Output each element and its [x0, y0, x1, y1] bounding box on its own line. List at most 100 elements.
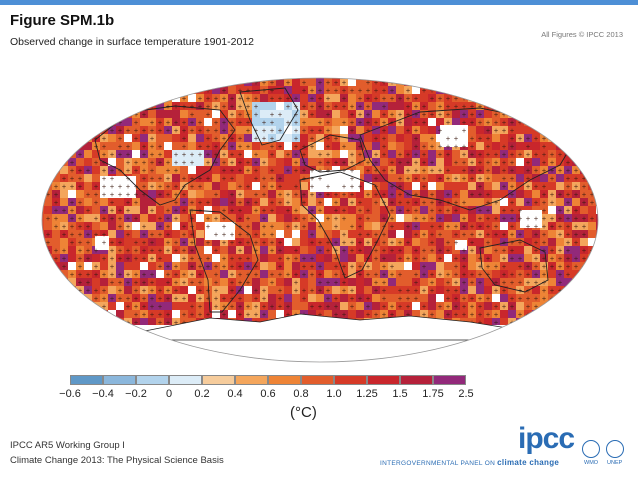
anomaly-cell	[596, 78, 598, 86]
anomaly-cell	[420, 118, 428, 126]
anomaly-cell	[492, 254, 500, 262]
anomaly-cell	[268, 270, 276, 278]
significance-mark: +	[349, 304, 354, 311]
anomaly-cell	[316, 94, 324, 102]
significance-mark: +	[181, 296, 186, 303]
anomaly-cell	[388, 150, 396, 158]
anomaly-cell	[436, 174, 444, 182]
anomaly-cell	[340, 142, 348, 150]
anomaly-cell	[532, 182, 540, 190]
significance-mark: +	[413, 112, 418, 119]
anomaly-cell	[348, 110, 356, 118]
significance-mark: +	[573, 192, 578, 199]
anomaly-cell	[124, 102, 132, 110]
anomaly-cell	[188, 198, 196, 206]
anomaly-cell	[204, 102, 212, 110]
anomaly-cell	[132, 214, 140, 222]
significance-mark: +	[229, 280, 234, 287]
anomaly-cell	[156, 214, 164, 222]
anomaly-cell	[204, 254, 212, 262]
no-data-patch	[205, 222, 235, 240]
anomaly-cell	[588, 262, 596, 270]
anomaly-cell	[476, 286, 484, 294]
anomaly-cell	[84, 134, 92, 142]
anomaly-cell	[316, 238, 324, 246]
anomaly-cell	[500, 302, 508, 310]
significance-mark: +	[109, 280, 114, 287]
significance-mark: +	[413, 144, 418, 151]
significance-mark: +	[597, 136, 602, 143]
anomaly-cell	[340, 278, 348, 286]
significance-mark: +	[581, 232, 586, 239]
significance-mark: +	[333, 304, 338, 311]
significance-mark: +	[309, 304, 314, 311]
anomaly-cell	[404, 118, 412, 126]
significance-mark: +	[533, 88, 538, 95]
anomaly-cell	[196, 150, 204, 158]
anomaly-cell	[356, 190, 364, 198]
anomaly-cell	[468, 102, 476, 110]
anomaly-cell	[596, 118, 598, 126]
anomaly-cell	[316, 214, 324, 222]
anomaly-cell	[276, 94, 284, 102]
significance-mark: +	[381, 192, 386, 199]
significance-mark: +	[349, 160, 354, 167]
anomaly-cell	[348, 270, 356, 278]
anomaly-cell	[132, 270, 140, 278]
anomaly-cell	[140, 142, 148, 150]
significance-mark: +	[253, 312, 258, 319]
anomaly-cell	[436, 102, 444, 110]
significance-mark: +	[533, 256, 538, 263]
significance-mark: +	[165, 224, 170, 231]
anomaly-cell	[132, 86, 140, 94]
significance-mark: +	[197, 184, 202, 191]
significance-mark: +	[141, 232, 146, 239]
anomaly-cell	[436, 270, 444, 278]
significance-mark: +	[221, 176, 226, 183]
significance-mark: +	[325, 160, 330, 167]
significance-mark: +	[245, 128, 250, 135]
significance-mark: +	[357, 216, 362, 223]
significance-mark: +	[533, 240, 538, 247]
significance-mark: +	[165, 240, 170, 247]
anomaly-cell	[484, 254, 492, 262]
anomaly-cell	[572, 174, 580, 182]
anomaly-cell	[364, 246, 372, 254]
significance-mark: +	[557, 320, 562, 327]
anomaly-cell	[316, 78, 324, 86]
anomaly-cell	[564, 126, 572, 134]
anomaly-cell	[156, 182, 164, 190]
significance-mark: +	[165, 288, 170, 295]
anomaly-cell	[332, 214, 340, 222]
anomaly-cell	[300, 286, 308, 294]
significance-mark: +	[237, 152, 242, 159]
significance-mark: +	[293, 208, 298, 215]
anomaly-cell	[588, 286, 596, 294]
significance-mark: +	[301, 288, 306, 295]
anomaly-cell	[532, 158, 540, 166]
anomaly-cell	[404, 102, 412, 110]
anomaly-cell	[460, 118, 468, 126]
anomaly-cell	[380, 206, 388, 214]
anomaly-cell	[260, 246, 268, 254]
anomaly-cell	[396, 166, 404, 174]
significance-mark: +	[533, 152, 538, 159]
anomaly-cell	[396, 118, 404, 126]
anomaly-cell	[164, 118, 172, 126]
anomaly-cell	[540, 230, 548, 238]
anomaly-cell	[268, 182, 276, 190]
significance-mark: +	[101, 312, 106, 319]
anomaly-cell	[388, 294, 396, 302]
anomaly-cell	[340, 286, 348, 294]
significance-mark: +	[597, 152, 602, 159]
significance-mark: +	[381, 136, 386, 143]
significance-mark: +	[221, 240, 226, 247]
anomaly-cell	[372, 126, 380, 134]
anomaly-cell	[60, 310, 68, 318]
significance-mark: +	[413, 176, 418, 183]
significance-mark: +	[317, 152, 322, 159]
anomaly-cell	[124, 94, 132, 102]
significance-mark: +	[533, 168, 538, 175]
anomaly-cell	[508, 206, 516, 214]
anomaly-cell	[220, 246, 228, 254]
